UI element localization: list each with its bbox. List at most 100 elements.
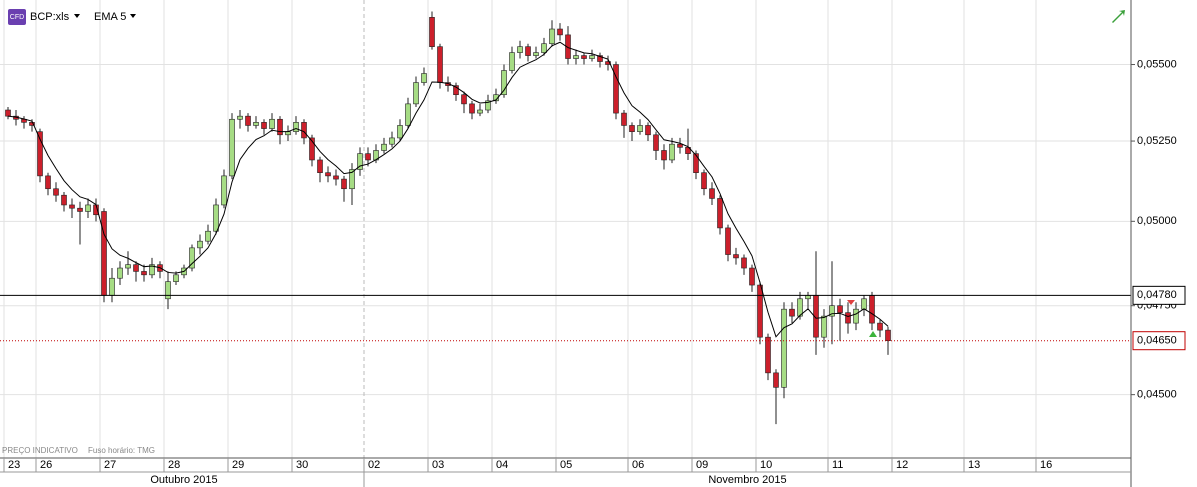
month-label: Outubro 2015: [150, 474, 217, 486]
candle-body: [877, 322, 883, 331]
candle-body: [621, 112, 627, 126]
candle-body: [829, 305, 835, 317]
price-label: 0,04780: [1137, 289, 1177, 301]
candle-body: [765, 336, 771, 374]
dropdown-arrow[interactable]: [130, 14, 136, 18]
candle-body: [677, 143, 683, 148]
candle-body: [29, 122, 35, 126]
x-tick-label: 27: [104, 459, 116, 471]
candle-body: [581, 55, 587, 59]
candle-body: [653, 134, 659, 151]
candle-body: [557, 28, 563, 36]
candle-body: [733, 254, 739, 259]
candle-body: [533, 52, 539, 56]
candle-body: [365, 153, 371, 161]
x-tick-label: 29: [232, 459, 244, 471]
candle-body: [293, 122, 299, 132]
candle-body: [525, 46, 531, 56]
price-label-box: [1132, 331, 1186, 351]
candle-body: [37, 131, 43, 177]
indicator-selector[interactable]: EMA 5: [94, 11, 126, 23]
candle-body: [869, 295, 875, 324]
candle-body: [493, 94, 499, 102]
candle-body: [469, 103, 475, 114]
dropdown-arrow[interactable]: [74, 14, 80, 18]
candle-body: [589, 55, 595, 59]
candle-body: [349, 169, 355, 190]
candle-body: [501, 70, 507, 96]
candle-body: [661, 150, 667, 161]
y-tick-label: 0,05500: [1137, 58, 1177, 70]
candle-body: [613, 64, 619, 114]
candle-body: [253, 122, 259, 126]
candle-body: [197, 240, 203, 249]
candle-body: [429, 17, 435, 47]
x-tick-label: 30: [296, 459, 308, 471]
candle-body: [69, 204, 75, 209]
candle-body: [61, 194, 67, 206]
candle-body: [205, 230, 211, 242]
buy-signal-icon: [869, 331, 877, 337]
x-tick-label: 06: [632, 459, 644, 471]
x-tick-label: 28: [168, 459, 180, 471]
grid: [0, 0, 1131, 458]
candle-body: [317, 159, 323, 173]
candle-body: [821, 315, 827, 338]
plot: [0, 11, 1131, 425]
candle-body: [637, 125, 643, 132]
candle-body: [541, 43, 547, 53]
y-tick-label: 0,05250: [1137, 135, 1177, 147]
candle-body: [85, 204, 91, 212]
candle-body: [165, 281, 171, 300]
candle-body: [269, 118, 275, 129]
sell-signal-icon: [847, 300, 855, 305]
y-tick-label: 0,05000: [1137, 215, 1177, 227]
candle-body: [749, 267, 755, 286]
candle-body: [229, 118, 235, 177]
timezone: Fuso horário: TMG: [88, 446, 155, 455]
footnote: PREÇO INDICATIVO: [2, 446, 78, 455]
candle-body: [605, 61, 611, 65]
trend-icon[interactable]: [1112, 10, 1125, 23]
candle-body: [461, 94, 467, 105]
candle-body: [629, 125, 635, 132]
badge-text: CFD: [10, 14, 24, 21]
badge-icon[interactable]: [8, 9, 26, 25]
candle-body: [861, 298, 867, 310]
x-tick-label: 11: [832, 459, 843, 471]
x-tick-label: 05: [560, 459, 572, 471]
x-tick-label: 26: [40, 459, 52, 471]
candle-body: [853, 308, 859, 324]
candle-body: [277, 118, 283, 136]
candle-body: [189, 247, 195, 269]
candle-body: [773, 372, 779, 388]
candle-body: [669, 143, 675, 161]
candle-body: [381, 143, 387, 151]
candle-body: [45, 175, 51, 190]
candle-body: [397, 125, 403, 139]
candle-body: [741, 257, 747, 269]
x-tick-label: 12: [896, 459, 908, 471]
candle-body: [341, 178, 347, 190]
candle-body: [141, 271, 147, 276]
candle-body: [477, 109, 483, 114]
candle-body: [173, 274, 179, 282]
candle-body: [885, 329, 891, 342]
candle-body: [405, 103, 411, 126]
candle-body: [421, 73, 427, 83]
x-tick-label: 23: [8, 459, 20, 471]
price-label: 0,04650: [1137, 335, 1177, 347]
candle-body: [149, 264, 155, 276]
candle-body: [517, 46, 523, 53]
candle-body: [5, 109, 11, 117]
candle-body: [109, 277, 115, 296]
candle-body: [757, 284, 763, 338]
candle-body: [709, 188, 715, 199]
price-label-box: [1132, 285, 1186, 305]
x-tick-label: 03: [432, 459, 444, 471]
candle-body: [213, 204, 219, 232]
candle-body: [549, 28, 555, 45]
symbol-selector[interactable]: BCP:xls: [30, 11, 70, 23]
candle-body: [781, 308, 787, 388]
